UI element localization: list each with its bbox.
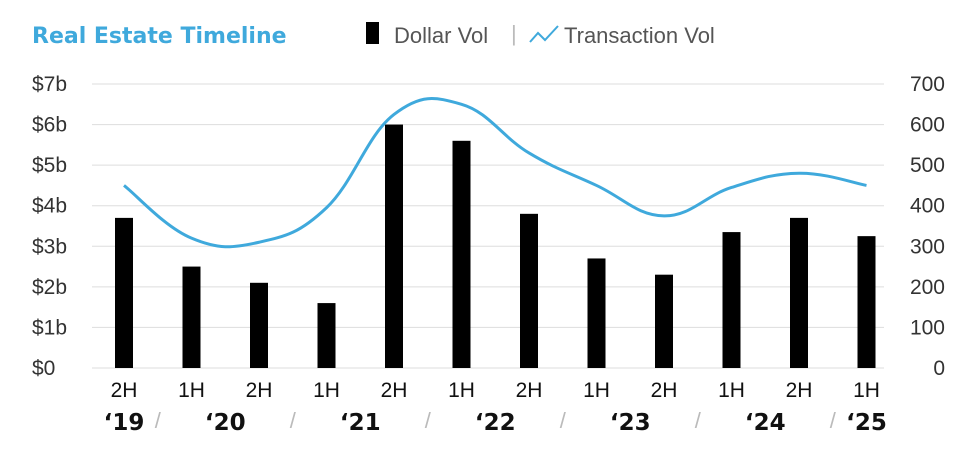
y-right-tick-label: 100	[910, 316, 945, 339]
x-year-label: ‘23	[610, 410, 651, 436]
legend-swatch-transaction-vol	[529, 25, 559, 43]
y-right-tick-label: 300	[910, 235, 945, 258]
bar-dollar-vol	[722, 232, 741, 368]
bar-dollar-vol	[587, 258, 606, 368]
y-left-tick-label: $3b	[32, 235, 67, 258]
line-transaction-vol	[123, 97, 867, 249]
x-axis-period-labels: 2H 1H 2H 1H 2H 1H 2H 1H 2H 1H 2H 1H	[111, 379, 880, 402]
bar-dollar-vol	[857, 236, 876, 368]
x-tick-label: 2H	[381, 379, 408, 402]
x-year-label: ‘25	[846, 410, 887, 436]
legend-label-transaction-vol: Transaction Vol	[564, 23, 715, 48]
bar-dollar-vol	[385, 124, 403, 368]
x-tick-label: 1H	[448, 379, 475, 402]
y-left-tick-label: $7b	[32, 73, 67, 96]
y-left-tick-label: $6b	[32, 114, 67, 137]
x-tick-label: 2H	[246, 379, 273, 402]
chart-title: Real Estate Timeline	[32, 24, 287, 49]
y-right-tick-label: 400	[910, 195, 945, 218]
x-tick-label: 1H	[853, 379, 880, 402]
legend: Dollar Vol | Transaction Vol	[366, 21, 715, 48]
x-axis-year-labels: ‘19 ‘20 ‘21 ‘22 ‘23 ‘24 ‘25 / / / / / /	[104, 408, 887, 436]
x-year-label: ‘24	[745, 410, 786, 436]
x-year-separator: /	[830, 408, 837, 433]
y-right-tick-label: 500	[910, 154, 945, 177]
x-tick-label: 2H	[516, 379, 543, 402]
x-tick-label: 2H	[786, 379, 813, 402]
bar-dollar-vol	[317, 303, 336, 368]
bar-dollar-vol	[250, 282, 268, 368]
y-axis-left: $0 $1b $2b $3b $4b $5b $6b $7b	[32, 73, 67, 380]
x-tick-label: 1H	[583, 379, 610, 402]
x-tick-label: 2H	[111, 379, 138, 402]
y-left-tick-label: $5b	[32, 154, 67, 177]
x-year-separator: /	[425, 408, 432, 433]
x-year-separator: /	[290, 408, 297, 433]
y-left-tick-label: $2b	[32, 276, 67, 299]
y-right-tick-label: 700	[910, 73, 945, 96]
bars-dollar-vol	[115, 124, 876, 368]
x-tick-label: 2H	[651, 379, 678, 402]
bar-dollar-vol	[182, 266, 201, 368]
bar-dollar-vol	[452, 140, 471, 368]
x-tick-label: 1H	[178, 379, 205, 402]
x-year-label: ‘20	[205, 410, 246, 436]
legend-swatch-dollar-vol	[366, 22, 379, 44]
y-left-tick-label: $4b	[32, 195, 67, 218]
bar-dollar-vol	[115, 217, 133, 368]
y-right-tick-label: 600	[910, 114, 945, 137]
y-axis-right: 0 100 200 300 400 500 600 700	[910, 73, 945, 380]
x-year-separator: /	[560, 408, 567, 433]
y-right-tick-label: 200	[910, 276, 945, 299]
legend-separator: |	[511, 21, 517, 46]
y-left-tick-label: $0	[32, 357, 55, 380]
bar-dollar-vol	[790, 217, 808, 368]
bar-dollar-vol	[655, 274, 673, 368]
y-left-tick-label: $1b	[32, 316, 67, 339]
x-year-separator: /	[155, 408, 162, 433]
bar-dollar-vol	[520, 213, 538, 368]
x-year-label: ‘21	[340, 410, 381, 436]
x-year-label: ‘19	[104, 410, 145, 436]
y-right-tick-label: 0	[933, 357, 945, 380]
x-tick-label: 1H	[313, 379, 340, 402]
x-year-separator: /	[695, 408, 702, 433]
legend-label-dollar-vol: Dollar Vol	[394, 23, 488, 48]
series-line-transaction-vol	[123, 97, 867, 249]
x-tick-label: 1H	[718, 379, 745, 402]
x-year-label: ‘22	[475, 410, 516, 436]
grid	[92, 83, 884, 369]
